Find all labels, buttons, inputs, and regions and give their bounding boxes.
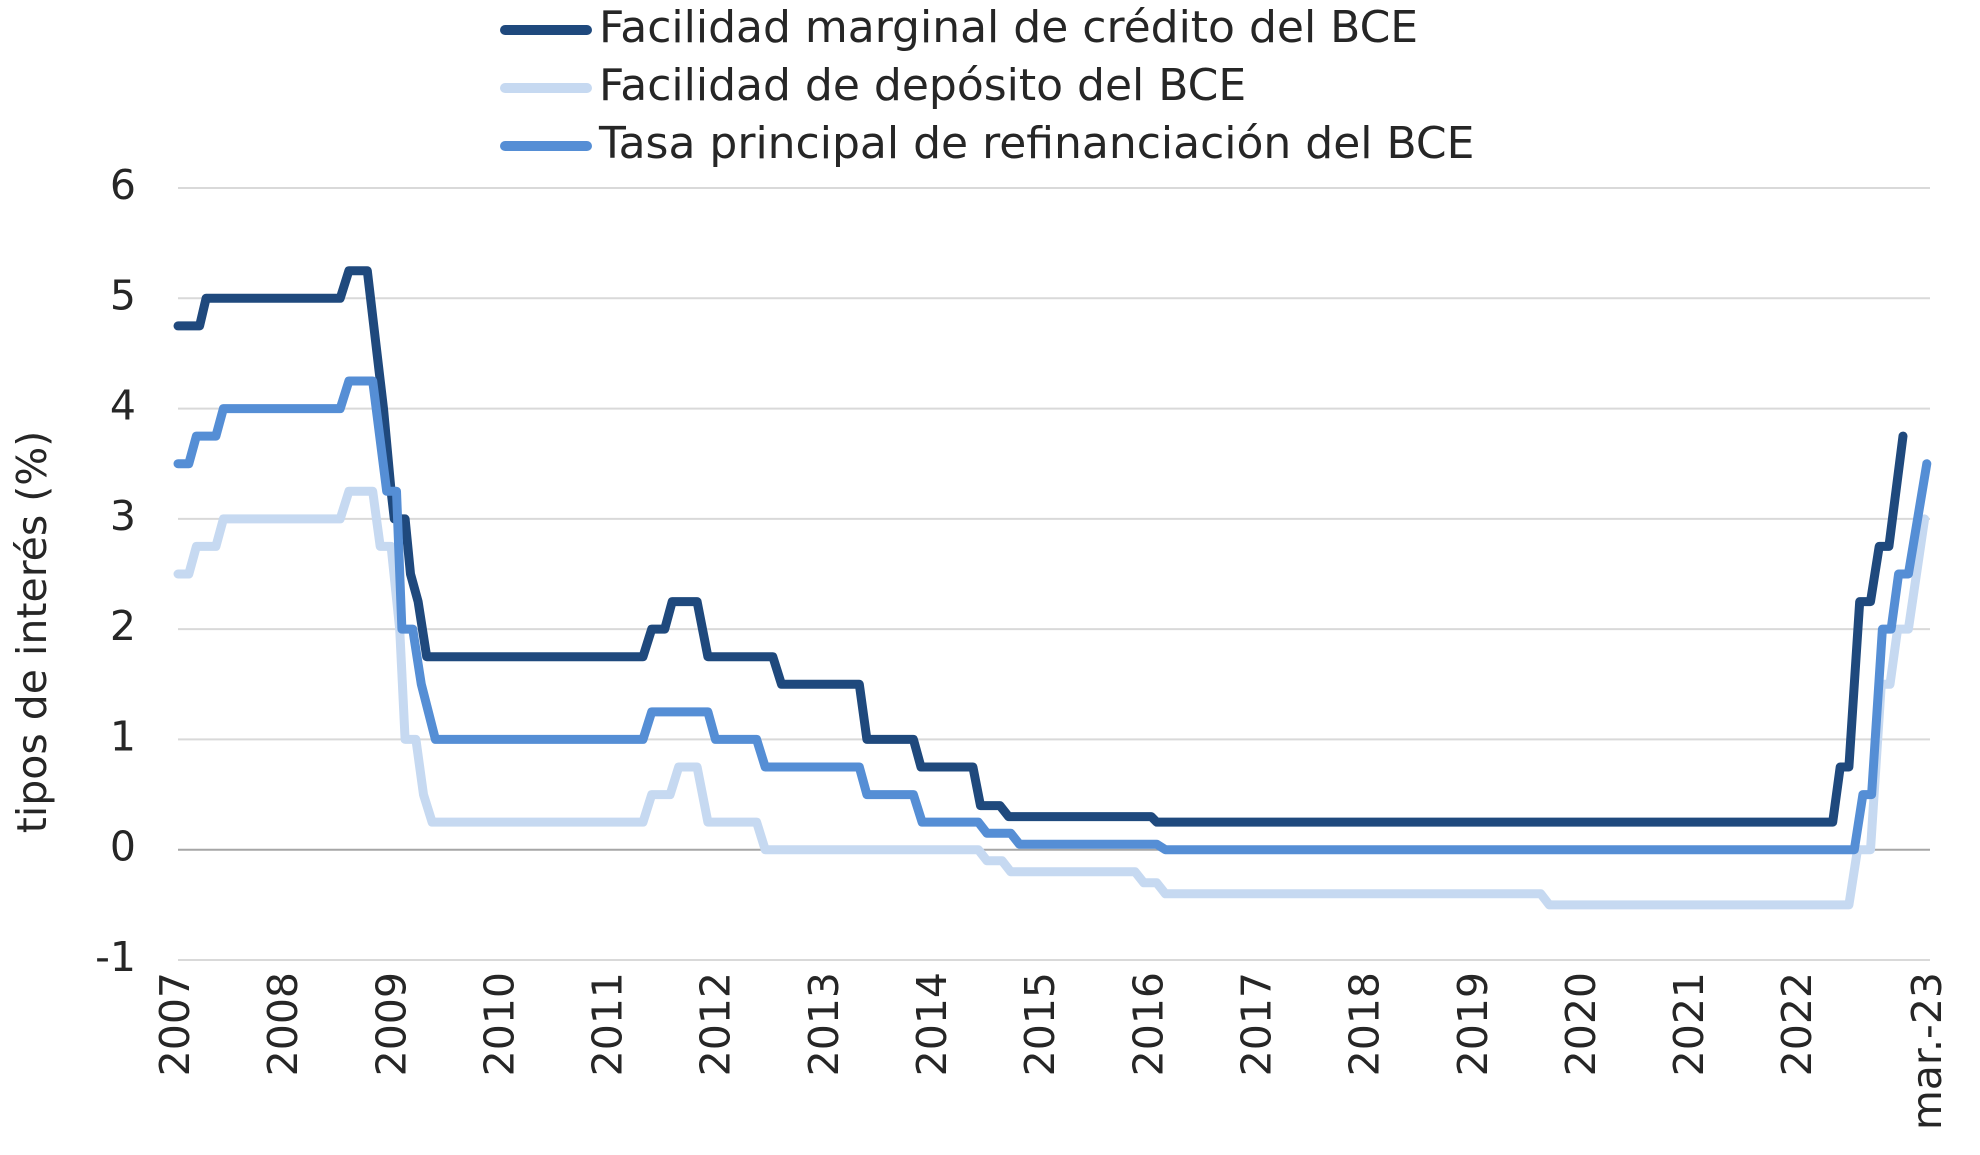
x-tick-label: 2017 [1232,972,1280,1076]
x-tick-label: mar.-23 [1903,972,1951,1130]
x-tick-label: 2011 [584,972,632,1076]
series-line-3 [173,376,1932,855]
y-tick-label: 1 [110,712,136,760]
y-tick-label: 6 [110,161,136,209]
series-lines [173,266,1932,910]
series-line-1 [173,266,1908,827]
y-axis-ticks: -1 0 1 2 3 4 5 6 [95,161,136,981]
y-tick-label: 5 [110,271,136,319]
x-tick-label: 2009 [367,972,415,1076]
y-tick-label: 4 [110,382,136,430]
x-tick-label: 2012 [692,972,740,1076]
y-tick-label: 3 [110,492,136,540]
legend-label: Facilidad marginal de crédito del BCE [599,2,1418,53]
x-tick-label: 2022 [1773,972,1821,1076]
x-tick-label: 2019 [1449,972,1497,1076]
y-tick-label: 2 [110,602,136,650]
x-tick-label: 2015 [1016,972,1064,1076]
series-line-2 [173,486,1930,910]
x-tick-label: 2016 [1124,972,1172,1076]
x-tick-label: 2008 [259,972,307,1076]
y-tick-label: 0 [110,823,136,871]
x-tick-label: 2018 [1341,972,1389,1076]
x-tick-label: 2013 [800,972,848,1076]
y-tick-label: -1 [95,933,136,981]
x-tick-label: 2014 [908,972,956,1076]
y-axis-title: tipos de interés (%) [8,431,56,833]
x-axis-ticks: 2007 2008 2009 2010 2011 2012 2013 2014 2015 2016… [151,972,1951,1130]
x-tick-label: 2010 [475,972,523,1076]
legend-label: Facilidad de depósito del BCE [599,60,1246,111]
legend-label: Tasa principal de refinanciación del BCE [598,118,1474,169]
x-tick-label: 2021 [1665,972,1713,1076]
x-tick-label: 2020 [1557,972,1605,1076]
legend: Facilidad marginal de crédito del BCE Fac… [500,2,1474,169]
x-tick-label: 2007 [151,972,199,1076]
